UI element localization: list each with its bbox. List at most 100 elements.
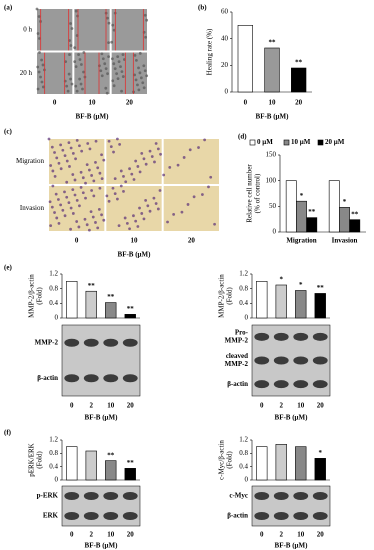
cell [152,196,156,200]
cell [71,173,75,176]
blot-band [122,512,138,520]
cell [49,224,53,228]
cell [139,76,143,80]
cell [154,202,158,205]
bar [105,460,117,481]
x-tick-label: 0 [70,402,74,410]
cell [123,216,127,220]
cell [61,208,65,212]
legend-swatch [317,139,324,146]
cell [48,200,52,204]
cell [148,209,152,213]
y-tick-label: 0.8 [49,449,58,457]
cell [192,195,196,199]
bar [124,314,136,319]
row-label: 0 h [23,25,32,33]
panel-label: (f) [4,429,12,437]
x-axis-label: BF-B (μM) [275,414,309,422]
cell [100,213,103,217]
significance: ** [317,284,325,292]
cell [142,64,146,68]
cell [133,73,137,77]
legend-swatch [283,139,290,146]
cell [118,143,122,146]
panel-label: (b) [198,4,207,12]
cell [85,223,89,227]
y-axis-label: MMP-2/β-actin [218,274,226,318]
cell [213,222,216,226]
cell [134,78,138,82]
cell [148,149,152,153]
cell [63,214,67,218]
cell [90,189,94,192]
cell [80,63,83,66]
cell [140,152,144,155]
blot-band [293,380,309,389]
cell [159,152,162,156]
x-tick-label: 20 [127,402,135,410]
cell [50,145,54,149]
cell [117,224,121,228]
cell [53,174,57,178]
y-tick-label: 0.8 [239,449,248,457]
micrograph [106,139,162,184]
cell [87,168,91,172]
cell [69,22,72,25]
y-tick-label: 0.4 [49,462,58,470]
blot-band [254,512,270,520]
cell [134,159,138,163]
cell [112,150,115,154]
cell [113,192,117,196]
row-label: 20 h [20,69,33,77]
legend-label: 10 μM [291,138,311,146]
cell [83,217,87,221]
x-tick-label: 2 [90,531,94,539]
blot-band [293,332,309,341]
blot-band [103,338,119,347]
significance: ** [88,282,96,290]
cell [54,192,58,196]
cell [100,177,104,181]
cell [128,227,131,231]
cell [100,153,103,157]
cell [35,7,39,11]
cell [38,37,41,40]
bar [285,180,297,233]
cell [51,169,55,173]
x-axis-label: BF-B (μM) [275,542,309,550]
y-tick-label: 0 [273,228,277,236]
cell [100,52,104,56]
cell [120,70,124,73]
cell [146,204,150,208]
cell [74,84,78,88]
y-axis-label: (Fold) [226,287,234,305]
blot-label: β-actin [227,380,248,388]
bar [66,281,78,319]
legend-swatch [249,139,256,146]
cell [69,206,73,210]
blot-label: cleaved [226,352,248,360]
cell [138,71,142,75]
cell [63,154,67,158]
cell [145,18,149,22]
cell [107,21,111,25]
cell [85,163,89,167]
cell [77,225,81,229]
cell [137,88,141,92]
cell [101,57,105,61]
cell [128,167,131,171]
cell [97,208,101,211]
panel-label: (e) [4,264,12,272]
x-tick-label: 2 [90,402,94,410]
cell [142,217,146,221]
y-axis-label: MMP-2/β-actin [28,274,36,318]
cell [81,176,85,180]
cell [117,60,121,64]
x-tick-label: 0 [260,402,264,410]
legend-label: 20 μM [325,138,345,146]
y-tick-label: 20 [221,61,229,69]
cell [105,194,109,198]
column-label: 0 [53,99,57,107]
cell [73,193,77,197]
cell [135,58,138,62]
